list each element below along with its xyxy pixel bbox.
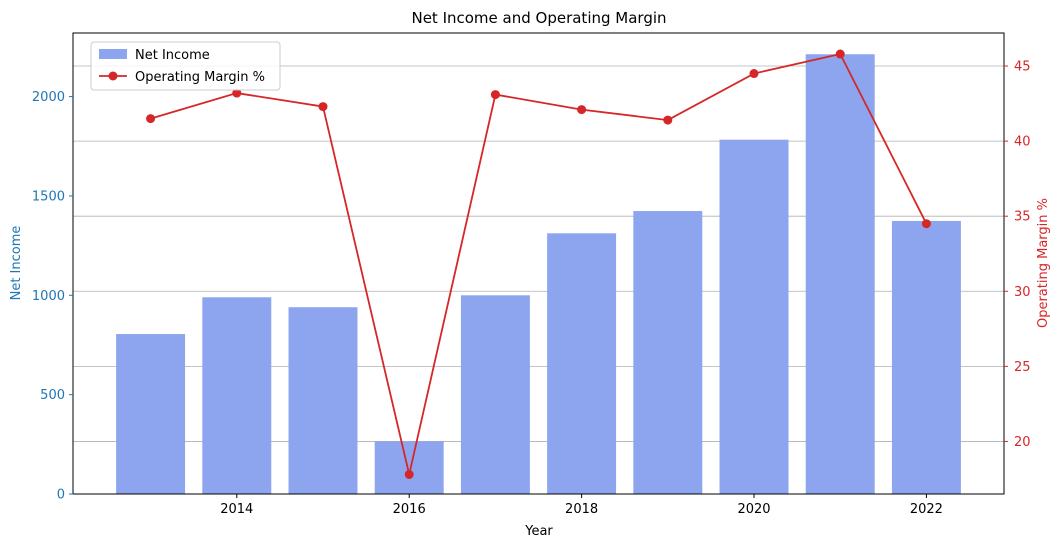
legend: Net Income Operating Margin %	[90, 41, 281, 91]
point-operating-margin	[404, 469, 414, 479]
bar-net-income	[374, 441, 444, 494]
x-tick-label: 2020	[737, 502, 770, 517]
bar-net-income	[116, 334, 186, 494]
legend-label-net-income: Net Income	[135, 48, 210, 63]
x-tick-label: 2022	[910, 502, 943, 517]
point-operating-margin	[749, 69, 759, 79]
line-group	[146, 49, 931, 479]
point-operating-margin	[490, 90, 500, 100]
point-operating-margin	[577, 105, 587, 115]
x-tick-label: 2014	[220, 502, 253, 517]
point-operating-margin	[318, 102, 328, 112]
y-tick-label: 1500	[32, 189, 65, 204]
bar-net-income	[891, 220, 961, 494]
legend-swatch-bar	[99, 49, 127, 59]
y2-tick-label: 35	[1014, 210, 1031, 225]
bar-net-income	[805, 54, 875, 495]
y2-tick-label: 30	[1014, 285, 1031, 300]
point-operating-margin	[232, 88, 242, 98]
plot-frame	[72, 32, 1005, 495]
point-operating-margin	[921, 219, 931, 229]
line-operating-margin	[150, 52, 928, 475]
bar-net-income	[202, 297, 272, 494]
legend-box	[90, 41, 281, 91]
y2-tick-label: 45	[1014, 60, 1031, 75]
x-axis-label: Year	[524, 524, 553, 539]
y2-tick-label: 20	[1014, 435, 1031, 450]
point-operating-margin	[146, 114, 156, 124]
y2-tick-label: 40	[1014, 135, 1031, 150]
y2-axis-label: Operating Margin %	[1036, 198, 1051, 328]
bars-group	[116, 54, 961, 495]
legend-label-operating-margin: Operating Margin %	[135, 70, 265, 85]
y-tick-label: 1000	[32, 289, 65, 304]
y-axis-left: 0 500 1000 1500 2000	[32, 90, 73, 503]
y-axis-label: Net Income	[9, 226, 24, 301]
y-axis-right: 20 25 30 35 40 45	[1004, 60, 1031, 450]
y-tick-label: 0	[57, 488, 65, 503]
x-axis: 2014 2016 2018 2020 2022	[220, 494, 943, 517]
y-tick-label: 2000	[32, 90, 65, 105]
y2-tick-label: 25	[1014, 360, 1031, 375]
chart-title: Net Income and Operating Margin	[411, 9, 666, 27]
bar-net-income	[633, 211, 703, 494]
y-tick-label: 500	[40, 388, 65, 403]
bar-net-income	[719, 139, 789, 494]
bar-net-income	[547, 233, 617, 494]
point-operating-margin	[835, 49, 845, 59]
bar-net-income	[288, 307, 358, 494]
bar-net-income	[460, 295, 530, 494]
point-operating-margin	[663, 115, 673, 125]
legend-swatch-marker	[108, 71, 118, 81]
x-tick-label: 2016	[393, 502, 426, 517]
x-tick-label: 2018	[565, 502, 598, 517]
